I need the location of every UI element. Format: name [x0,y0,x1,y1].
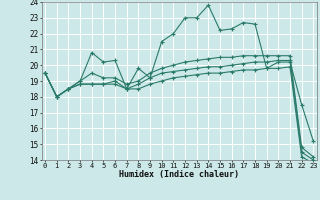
X-axis label: Humidex (Indice chaleur): Humidex (Indice chaleur) [119,170,239,179]
